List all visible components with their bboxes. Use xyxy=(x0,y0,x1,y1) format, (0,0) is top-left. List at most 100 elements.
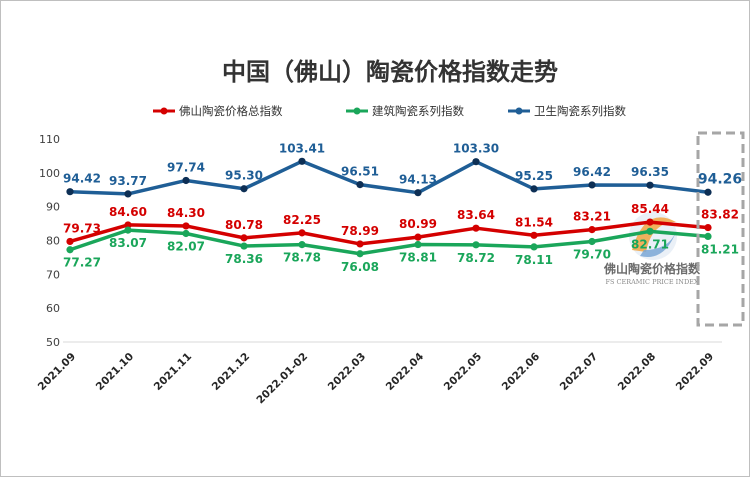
data-label: 82.25 xyxy=(283,213,321,227)
data-label: 84.30 xyxy=(167,206,205,220)
data-point xyxy=(356,250,364,258)
data-point xyxy=(704,223,712,232)
data-label: 84.60 xyxy=(109,205,147,219)
data-point xyxy=(66,246,74,254)
data-label: 80.99 xyxy=(399,217,437,231)
data-label: 79.70 xyxy=(573,248,611,262)
chart-title: 中国（佛山）陶瓷价格指数走势 xyxy=(222,58,558,86)
x-tick-label: 2021.12 xyxy=(210,351,252,393)
data-label: 97.74 xyxy=(167,160,205,174)
data-label: 82.07 xyxy=(167,239,205,253)
data-label: 76.08 xyxy=(341,260,379,274)
data-label: 94.13 xyxy=(399,173,437,187)
data-point xyxy=(646,181,654,189)
data-point xyxy=(646,227,654,235)
series-line xyxy=(69,228,709,256)
x-tick-label: 2021.10 xyxy=(94,351,136,393)
data-point xyxy=(530,231,538,239)
x-tick-label: 2021.11 xyxy=(152,351,194,393)
data-label: 80.78 xyxy=(225,218,263,232)
data-point xyxy=(588,226,596,234)
data-label: 96.42 xyxy=(573,165,611,179)
data-label: 83.82 xyxy=(701,208,739,222)
data-point xyxy=(356,181,364,189)
data-label: 103.30 xyxy=(453,142,499,156)
x-tick-label: 2022.07 xyxy=(558,351,600,393)
data-label: 77.27 xyxy=(63,256,101,270)
data-point xyxy=(356,240,364,248)
series-1: 77.27 83.07 82.07 78.36 78.78 76.08 78.81 78.72… xyxy=(63,226,739,274)
data-point xyxy=(530,185,538,193)
data-label: 79.73 xyxy=(63,221,101,235)
watermark-swoosh-blue-icon xyxy=(640,232,676,257)
legend-label: 卫生陶瓷系列指数 xyxy=(534,104,626,118)
legend-item: 卫生陶瓷系列指数 xyxy=(508,104,626,118)
data-point xyxy=(704,188,712,196)
data-label: 94.26 xyxy=(698,171,742,187)
data-label: 78.11 xyxy=(515,253,553,267)
data-point xyxy=(124,221,132,229)
legend-label: 建筑陶瓷系列指数 xyxy=(372,104,464,118)
data-point xyxy=(240,185,248,193)
legend-swatch-marker xyxy=(353,107,361,115)
legend: 佛山陶瓷价格总指数 建筑陶瓷系列指数 卫生陶瓷系列指数 xyxy=(153,104,626,118)
data-point xyxy=(646,218,654,226)
data-point xyxy=(414,240,422,249)
legend-swatch-marker xyxy=(515,107,523,115)
x-tick-label: 2022.08 xyxy=(616,351,658,393)
data-point xyxy=(124,226,132,234)
data-label: 95.30 xyxy=(225,169,263,183)
data-label: 78.72 xyxy=(457,251,495,265)
data-point xyxy=(182,176,190,185)
data-point xyxy=(298,241,306,249)
y-tick-label: 60 xyxy=(46,302,60,315)
y-tick-label: 50 xyxy=(46,336,60,349)
data-point xyxy=(66,237,74,246)
data-point xyxy=(530,243,538,251)
legend-swatch-marker xyxy=(160,107,168,115)
watermark-cn: 佛山陶瓷价格指数 xyxy=(603,261,701,276)
data-point xyxy=(704,232,712,241)
data-label: 95.25 xyxy=(515,169,553,183)
data-label: 83.21 xyxy=(573,210,611,224)
series-line xyxy=(69,159,709,196)
y-tick-label: 90 xyxy=(46,201,60,214)
series-layer: 79.73 84.60 84.30 80.78 82.25 78.99 80.99 83.64… xyxy=(63,141,742,273)
y-tick-label: 70 xyxy=(46,268,60,281)
x-tick-label: 2022.01-02 xyxy=(254,351,310,407)
data-label: 103.41 xyxy=(279,141,325,155)
data-point xyxy=(240,234,248,242)
data-point xyxy=(414,233,422,241)
series-0: 79.73 84.60 84.30 80.78 82.25 78.99 80.99 83.64… xyxy=(63,202,739,248)
data-point xyxy=(472,224,480,232)
x-tick-label: 2022.03 xyxy=(326,351,368,393)
legend-item: 建筑陶瓷系列指数 xyxy=(346,104,464,118)
x-tick-label: 2022.04 xyxy=(384,351,426,393)
data-point xyxy=(182,229,190,238)
data-label: 83.07 xyxy=(109,236,147,250)
data-label: 82.71 xyxy=(631,237,669,251)
x-axis: 2021.09 2021.10 2021.11 2021.12 2022.01-02 20… xyxy=(36,341,722,407)
x-tick-label: 2022.09 xyxy=(674,351,716,393)
series-2: 94.42 93.77 97.74 95.30 103.41 96.51 94.13 103.… xyxy=(63,141,742,198)
series-line xyxy=(69,220,709,246)
data-point xyxy=(182,222,190,230)
data-point xyxy=(240,242,248,250)
watermark-en: FS CERAMIC PRICE INDEX xyxy=(605,278,698,286)
watermark-swoosh-icon xyxy=(632,217,676,252)
y-tick-label: 100 xyxy=(39,167,60,180)
data-label: 78.81 xyxy=(399,251,437,265)
data-point xyxy=(124,190,132,198)
legend-label: 佛山陶瓷价格总指数 xyxy=(179,104,283,118)
data-point xyxy=(472,241,480,249)
data-point xyxy=(588,181,596,189)
legend-item: 佛山陶瓷价格总指数 xyxy=(153,104,283,118)
data-label: 81.54 xyxy=(515,215,553,229)
data-point xyxy=(298,157,306,165)
y-tick-label: 80 xyxy=(46,235,60,248)
data-label: 94.42 xyxy=(63,172,101,186)
data-point xyxy=(66,188,74,196)
x-tick-label: 2022.06 xyxy=(500,351,542,393)
data-label: 81.21 xyxy=(701,242,739,256)
data-label: 96.35 xyxy=(631,165,669,179)
